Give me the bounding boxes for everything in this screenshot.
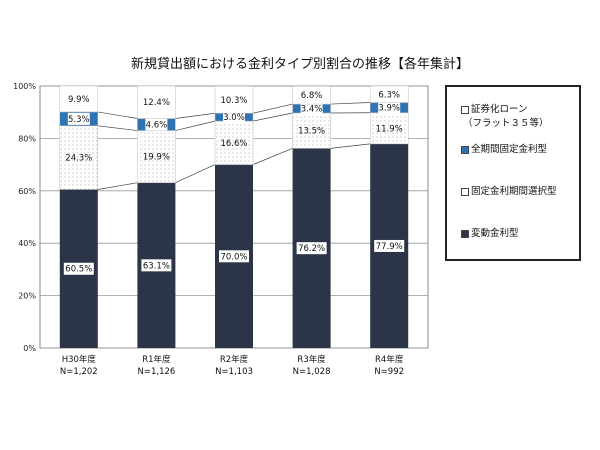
data-label: 24.3%	[65, 154, 92, 164]
connector-line	[97, 125, 138, 131]
connector-line	[252, 148, 293, 165]
legend-label-line2: （フラット３５等）	[463, 118, 549, 129]
connector-line	[252, 112, 293, 122]
data-label: 6.8%	[301, 91, 323, 101]
legend-label: 固定金利期間選択型	[471, 186, 557, 197]
legend-swatch	[461, 145, 469, 154]
data-label: 76.2%	[298, 244, 325, 254]
legend-label: 変動金利型	[471, 228, 519, 239]
data-label: 3.0%	[223, 113, 245, 123]
data-label: 11.9%	[376, 124, 403, 134]
data-label: 3.4%	[301, 105, 323, 115]
x-tick-sample-size: N=992	[374, 367, 404, 377]
legend-item: 証券化ローン （フラット３５等）	[461, 101, 549, 129]
data-label: 12.4%	[143, 98, 170, 108]
x-tick-label: R3年度	[297, 354, 326, 365]
data-label: 63.1%	[143, 261, 170, 271]
data-label-box	[145, 118, 168, 131]
y-tick-label: 80%	[18, 134, 36, 143]
data-label: 4.6%	[146, 121, 168, 131]
data-label: 77.9%	[376, 242, 403, 252]
legend: 証券化ローン （フラット３５等） 全期間固定金利型 固定金利期間選択型 変動金利型	[445, 85, 581, 261]
bar-segment	[59, 85, 99, 113]
y-tick-label: 100%	[13, 82, 36, 91]
connector-line	[330, 143, 371, 149]
data-label-box	[63, 262, 94, 275]
legend-item: 固定金利期間選択型	[461, 183, 557, 197]
data-label: 60.5%	[65, 265, 92, 275]
data-label-box	[378, 101, 401, 114]
bar-segment	[292, 112, 331, 149]
data-label: 9.9%	[68, 95, 90, 105]
x-tick-label: R1年度	[142, 354, 171, 365]
data-label: 70.0%	[220, 252, 247, 262]
legend-item: 全期間固定金利型	[461, 141, 547, 155]
bar-segment	[59, 125, 99, 190]
connector-line	[330, 102, 371, 105]
x-tick-sample-size: N=1,202	[60, 367, 98, 377]
connector-line	[175, 164, 216, 183]
bar-segment	[137, 85, 176, 119]
y-tick-label: 20%	[18, 292, 36, 301]
data-label-box	[300, 102, 323, 115]
bar-segment	[214, 86, 254, 114]
bar-segment	[214, 120, 254, 165]
connector-line	[97, 111, 138, 119]
data-label-box	[374, 239, 405, 252]
connector-line	[175, 120, 216, 131]
connector-line	[252, 103, 293, 114]
x-tick-sample-size: N=1,028	[293, 367, 331, 377]
bar-segment	[137, 130, 176, 183]
x-tick-label: H30年度	[62, 354, 97, 365]
data-label-box	[219, 250, 249, 263]
x-tick-sample-size: N=1,103	[215, 367, 253, 377]
data-label: 19.9%	[143, 153, 170, 163]
x-tick-label: R4年度	[375, 354, 404, 365]
x-tick-label: R2年度	[220, 354, 249, 365]
data-label: 13.5%	[298, 127, 325, 137]
legend-swatch	[461, 229, 469, 238]
connector-line	[175, 112, 216, 119]
y-tick-label: 60%	[18, 187, 36, 196]
legend-swatch	[461, 187, 469, 196]
data-label-box	[223, 111, 245, 124]
data-label-box	[296, 242, 327, 255]
data-label: 3.9%	[378, 104, 400, 114]
data-label-box	[141, 259, 172, 272]
data-label: 16.6%	[220, 139, 247, 149]
bar-segment	[292, 86, 331, 105]
data-label: 6.3%	[378, 90, 400, 100]
connector-line	[97, 182, 138, 190]
y-tick-label: 40%	[18, 239, 36, 248]
legend-label: 全期間固定金利型	[471, 144, 548, 155]
chart-title: 新規貸出額における金利タイプ別割合の推移【各年集計】	[131, 56, 469, 72]
legend-label: 証券化ローン	[471, 104, 528, 115]
data-label: 10.3%	[220, 96, 247, 106]
y-tick-label: 0%	[23, 344, 36, 353]
legend-swatch	[461, 105, 469, 114]
x-tick-sample-size: N=1,126	[137, 367, 175, 377]
data-label: 5.3%	[68, 115, 90, 125]
legend-item: 変動金利型	[461, 225, 519, 239]
data-label-box	[67, 112, 90, 125]
bar-segment	[369, 85, 409, 103]
